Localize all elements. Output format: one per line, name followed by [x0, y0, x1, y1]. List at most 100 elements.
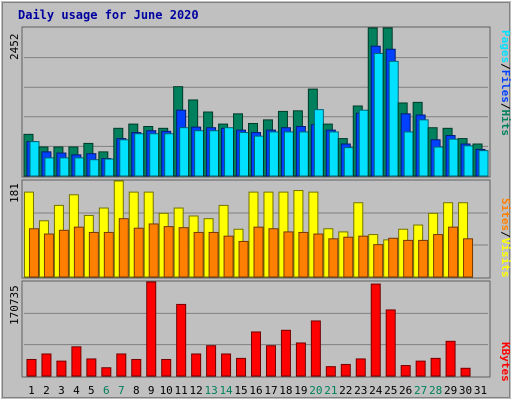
x-tick-label: 16: [249, 384, 262, 397]
panel-kbytes-legend: KBytes: [499, 342, 512, 382]
bar-sites-day-5: [88, 231, 99, 278]
x-tick-label: 4: [73, 384, 80, 397]
bar-sites-day-23: [358, 235, 369, 278]
bar-kbytes-day-30: [460, 367, 471, 377]
bar-sites-day-18: [283, 231, 294, 278]
bar-pages-day-6: [104, 158, 115, 177]
x-tick-label: 26: [399, 384, 412, 397]
bar-sites-day-22: [343, 236, 354, 278]
bar-pages-day-9: [149, 133, 160, 177]
bar-sites-day-6: [103, 231, 114, 278]
x-tick-label: 2: [43, 384, 50, 397]
bar-pages-day-22: [343, 147, 354, 177]
bar-sites-day-21: [328, 238, 339, 278]
x-tick-label: 12: [190, 384, 203, 397]
bar-pages-day-4: [74, 157, 85, 177]
x-tick-label: 3: [58, 384, 65, 397]
bar-sites-day-1: [28, 228, 39, 278]
bar-kbytes-day-9: [146, 281, 157, 377]
bar-kbytes-day-26: [400, 365, 411, 377]
chart-title: Daily usage for June 2020: [18, 8, 199, 22]
x-tick-label: 8: [133, 384, 140, 397]
bar-kbytes-day-21: [325, 366, 336, 377]
bar-sites-day-4: [73, 226, 84, 278]
bar-sites-day-20: [313, 233, 324, 278]
bar-pages-day-2: [44, 157, 55, 177]
bar-kbytes-day-24: [370, 283, 381, 377]
bar-pages-day-11: [179, 127, 190, 177]
bar-pages-day-1: [29, 141, 40, 177]
panel-visits-sites: 181 Sites/Visits: [8, 179, 512, 279]
bar-kbytes-day-27: [415, 360, 426, 377]
bar-pages-day-28: [433, 146, 444, 177]
bar-pages-day-20: [313, 109, 324, 177]
bar-sites-day-17: [268, 228, 279, 278]
x-tick-label: 27: [414, 384, 427, 397]
panel-kbytes-bars: [26, 281, 471, 377]
bar-pages-day-19: [298, 131, 309, 177]
legend-item-kbytes: KBytes: [499, 342, 512, 382]
bar-kbytes-day-20: [310, 320, 321, 377]
bar-kbytes-day-8: [131, 358, 142, 377]
bar-pages-day-17: [268, 131, 279, 177]
bar-sites-day-27: [418, 239, 429, 278]
x-axis-day-labels: 1 2 3 4 5 6 7 8 9 10 11 12 13 14 15 16 17 18 19 20 21 22 23 24 2…: [28, 384, 487, 397]
bar-pages-day-23: [358, 109, 369, 177]
bar-sites-day-3: [58, 229, 69, 278]
bar-kbytes-day-28: [430, 357, 441, 377]
panel-visits-sites-ymax: 181: [8, 183, 21, 203]
bar-pages-day-25: [388, 60, 399, 177]
bar-kbytes-day-18: [280, 329, 291, 377]
bar-pages-day-18: [283, 131, 294, 177]
x-tick-label: 17: [264, 384, 277, 397]
x-tick-label: 13: [204, 384, 217, 397]
x-tick-label: 6: [103, 384, 110, 397]
x-tick-label: 10: [160, 384, 173, 397]
bar-kbytes-day-4: [71, 346, 82, 377]
x-tick-label: 15: [234, 384, 247, 397]
bar-pages-day-12: [194, 130, 205, 177]
panel-kbytes-ymax: 170735: [8, 285, 21, 325]
bar-sites-day-28: [433, 234, 444, 278]
panel-hits-files-pages-ymax: 2452: [8, 34, 21, 61]
x-tick-label: 29: [444, 384, 457, 397]
bar-pages-day-5: [89, 159, 100, 177]
x-tick-label: 21: [324, 384, 337, 397]
bar-pages-day-21: [328, 131, 339, 177]
bar-pages-day-3: [59, 157, 70, 177]
bar-sites-day-24: [373, 244, 384, 278]
bar-pages-day-16: [254, 135, 264, 177]
bar-kbytes-day-22: [340, 363, 351, 377]
bar-pages-day-15: [239, 132, 250, 177]
x-tick-label: 5: [88, 384, 95, 397]
bar-kbytes-day-7: [116, 353, 127, 377]
bar-kbytes-day-10: [161, 358, 172, 377]
bar-kbytes-day-16: [251, 331, 261, 377]
bar-pages-day-7: [119, 139, 130, 177]
bar-kbytes-day-23: [355, 358, 366, 377]
bar-pages-day-29: [448, 138, 459, 177]
bar-pages-day-8: [134, 133, 145, 177]
x-tick-label: 9: [148, 384, 155, 397]
bar-kbytes-day-15: [236, 357, 247, 377]
x-tick-label: 14: [219, 384, 233, 397]
bar-kbytes-day-25: [385, 309, 396, 377]
bar-kbytes-day-6: [101, 367, 112, 377]
bar-sites-day-2: [43, 233, 54, 278]
bar-kbytes-day-2: [41, 353, 52, 377]
bar-sites-day-14: [223, 235, 234, 278]
bar-sites-day-25: [388, 237, 399, 278]
bar-kbytes-day-17: [265, 345, 276, 377]
bar-kbytes-day-3: [56, 360, 67, 377]
x-tick-label: 7: [118, 384, 125, 397]
bar-sites-day-12: [193, 231, 204, 278]
bar-pages-day-10: [164, 133, 175, 177]
legend-item-files: Files: [499, 70, 512, 103]
bar-kbytes-day-11: [176, 303, 187, 377]
x-tick-label: 23: [354, 384, 367, 397]
legend-item-pages: Pages: [499, 30, 512, 63]
x-tick-label: 28: [429, 384, 442, 397]
